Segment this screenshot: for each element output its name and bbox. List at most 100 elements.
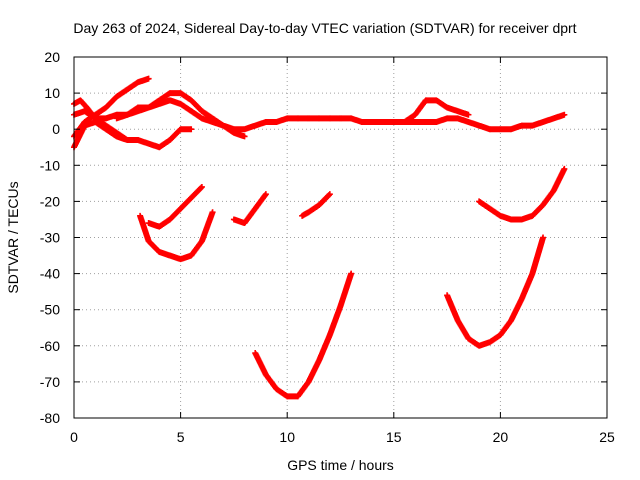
data-point-trace: [477, 199, 492, 211]
data-point-trace: [274, 386, 290, 399]
data-point-trace: [444, 293, 461, 323]
data-point-trace: [295, 379, 311, 399]
series-arc-peak-10: [113, 90, 248, 140]
data-point-trace: [252, 351, 269, 377]
data-point-trace: [540, 188, 556, 208]
y-tick-label: 10: [44, 85, 60, 101]
data-point-trace: [498, 318, 514, 338]
data-point: [561, 111, 568, 118]
y-tick-label: -80: [40, 410, 60, 426]
data-point: [262, 191, 269, 198]
data-point-trace: [487, 332, 503, 345]
series-arc-minus25: [476, 165, 568, 223]
data-point-trace: [71, 123, 88, 150]
data-point: [145, 75, 152, 82]
y-tick-label: -10: [40, 157, 60, 173]
data-point-trace: [455, 318, 471, 341]
data-point-trace: [103, 123, 119, 136]
data-point-trace: [551, 166, 567, 193]
data-point-trace: [252, 192, 269, 211]
data-point: [348, 270, 355, 277]
data-point-trace: [466, 336, 482, 349]
x-tick-label: 25: [599, 429, 615, 445]
x-tick-label: 5: [177, 429, 185, 445]
data-point-trace: [103, 94, 119, 110]
data-point-trace: [178, 101, 194, 114]
data-point: [326, 191, 333, 198]
data-point-trace: [189, 184, 205, 200]
data-point-trace: [199, 108, 215, 121]
data-point-trace: [487, 206, 503, 219]
data-point-trace: [508, 296, 525, 323]
y-axis-label: SDTVAR / TECUs: [5, 181, 21, 293]
data-point: [209, 209, 216, 216]
data-point-trace: [306, 202, 322, 215]
data-point: [540, 234, 547, 241]
grid-lines: [74, 57, 607, 418]
data-point-trace: [146, 238, 162, 255]
data-point-trace: [317, 192, 333, 208]
x-tick-label: 15: [386, 429, 402, 445]
data-point-trace: [157, 90, 172, 103]
data-point-trace: [199, 210, 216, 243]
data-point-trace: [434, 97, 450, 110]
x-tick-label: 10: [279, 429, 295, 445]
data-point-trace: [93, 116, 109, 128]
data-point-trace: [125, 79, 140, 92]
series-arc-peak-14: [71, 75, 152, 140]
data-point-trace: [221, 123, 236, 136]
series-arc-minus75: [252, 270, 355, 400]
series-arc-minus26: [230, 191, 269, 227]
data-point-trace: [84, 105, 98, 121]
data-point: [465, 111, 472, 118]
x-tick-label: 20: [493, 429, 509, 445]
data-point-trace: [263, 372, 279, 392]
data-points: [71, 75, 568, 400]
data-point-trace: [316, 333, 333, 363]
data-point-trace: [93, 119, 109, 132]
data-point: [241, 133, 248, 140]
series-arc-minus36: [137, 209, 216, 263]
y-tick-label: 20: [44, 49, 60, 65]
data-point: [188, 126, 195, 133]
data-point-trace: [519, 271, 535, 301]
data-point-trace: [188, 239, 205, 258]
series-arc-16-17: [401, 97, 472, 125]
data-point-trace: [157, 137, 172, 150]
data-point-trace: [327, 304, 344, 337]
series-arc-minus23: [299, 191, 333, 219]
data-point: [561, 165, 568, 172]
y-tick-label: -30: [40, 230, 60, 246]
data-point-trace: [402, 112, 418, 125]
data-point-trace: [167, 127, 183, 143]
data-point-trace: [337, 271, 354, 308]
y-tick-label: -40: [40, 266, 60, 282]
y-tick-label: 0: [52, 121, 60, 137]
data-point-trace: [306, 358, 322, 384]
axis-ticks: 0 5 10 15 20 25 -80 -70 -60 -50 -40 -30 -20 -10 0 10 20: [40, 49, 615, 445]
data-point-trace: [93, 105, 109, 118]
series-arc-minus27: [145, 183, 205, 230]
y-tick-label: -70: [40, 374, 60, 390]
y-tick-label: -20: [40, 193, 60, 209]
data-point-trace: [114, 87, 130, 100]
data-point-trace: [137, 213, 152, 244]
data-point-trace: [103, 126, 119, 139]
x-axis-label: GPS time / hours: [287, 457, 394, 473]
data-point-trace: [530, 202, 546, 219]
data-point-trace: [146, 97, 162, 110]
data-point: [198, 183, 205, 190]
data-point-trace: [242, 206, 258, 226]
y-tick-label: -50: [40, 302, 60, 318]
series-arc-dip-minus5: [71, 118, 195, 151]
data-point-trace: [157, 217, 172, 230]
data-point-trace: [189, 98, 205, 114]
data-point-trace: [178, 195, 194, 211]
data-point-trace: [210, 116, 226, 128]
data-point-trace: [167, 206, 183, 222]
x-tick-label: 0: [70, 429, 78, 445]
data-point-trace: [412, 98, 429, 117]
series-arc-minus60: [444, 234, 547, 349]
